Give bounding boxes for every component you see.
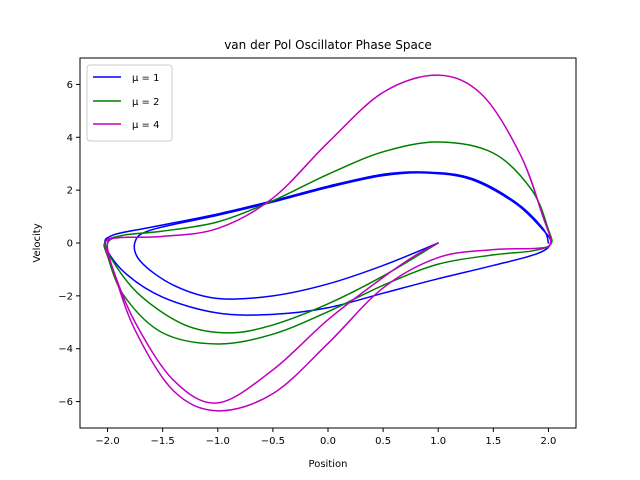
x-tick-label: 0.5 [375,436,391,447]
y-tick-label: −4 [58,344,73,355]
x-tick-label: 1.0 [430,436,446,447]
legend-label-mu-2: μ = 2 [132,97,159,108]
legend-frame [86,64,173,142]
legend-label-mu-1: μ = 1 [132,73,159,84]
y-tick-label: −2 [58,291,73,302]
x-tick-label: −1.5 [151,436,175,447]
y-tick-label: 4 [67,133,73,144]
series-line-mu-4 [104,74,552,412]
x-tick-label: −0.5 [261,436,285,447]
x-axis-label: Position [309,459,348,470]
x-tick-label: 0.0 [320,436,336,447]
series-line-mu-1 [103,171,552,316]
x-tick-label: 1.5 [485,436,501,447]
y-axis-ticks: −6 −4 −2 0 2 4 6 [58,80,80,408]
y-tick-label: −6 [58,397,73,408]
y-axis-label: Velocity [32,223,43,262]
chart-title: van der Pol Oscillator Phase Space [224,38,432,52]
x-axis-ticks: −2.0 −1.5 −1.0 −0.5 0.0 0.5 1.0 1.5 2.0 [95,428,556,447]
legend-label-mu-4: μ = 4 [132,120,159,131]
series-line-mu-2 [103,141,553,345]
y-tick-label: 2 [67,186,73,197]
x-tick-label: 2.0 [540,436,556,447]
y-tick-label: 0 [67,239,73,250]
y-tick-label: 6 [67,80,73,91]
legend: μ = 1 μ = 2 μ = 4 [86,64,173,142]
series-layer [103,74,553,412]
x-tick-label: −1.0 [206,436,230,447]
x-tick-label: −2.0 [95,436,119,447]
